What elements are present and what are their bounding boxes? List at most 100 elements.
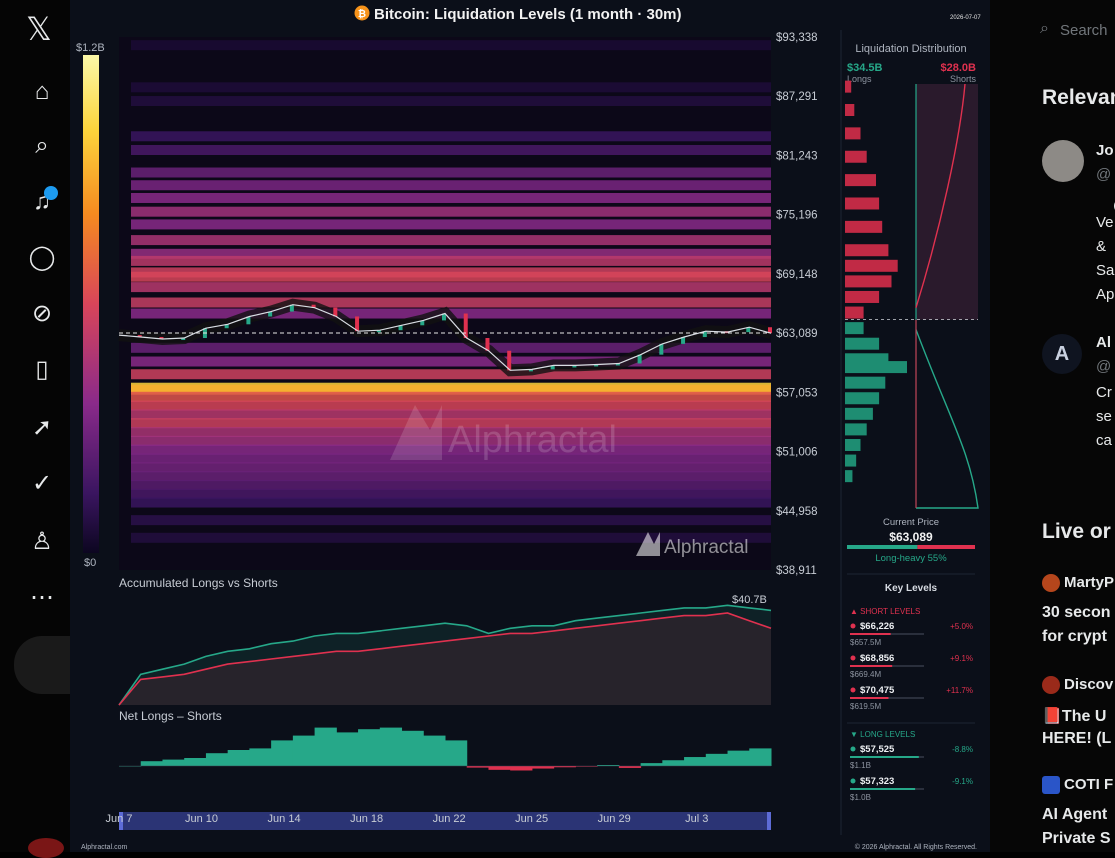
- live-avatar-icon[interactable]: [1042, 776, 1060, 794]
- profile-name[interactable]: Al: [1096, 334, 1111, 351]
- footer-right: © 2026 Alphractal. All Rights Reserved.: [855, 843, 977, 851]
- net-bar: [423, 735, 446, 766]
- search-icon[interactable]: ⌕: [1040, 20, 1049, 37]
- live-item-text[interactable]: HERE! (L: [1042, 730, 1112, 747]
- messages-icon[interactable]: ◯: [28, 244, 56, 271]
- live-heading: Live or: [1042, 520, 1111, 543]
- x-logo-icon[interactable]: 𝕏: [26, 10, 52, 48]
- shorts-total: $28.0B: [941, 62, 977, 74]
- y-tick-label: $81,243: [776, 150, 818, 162]
- y-tick-label: $44,958: [776, 506, 818, 518]
- liquidation-band: [131, 488, 771, 499]
- price-candle: [702, 331, 707, 338]
- net-bar: [401, 730, 424, 766]
- home-icon[interactable]: ⌂: [34, 78, 50, 105]
- more-icon[interactable]: ⋯: [30, 584, 54, 611]
- profile-bio-line: ca: [1096, 432, 1112, 449]
- price-candle: [768, 327, 772, 334]
- y-tick-label: $63,089: [776, 328, 818, 340]
- accumulated-line-shorts: [118, 612, 772, 706]
- live-item-text[interactable]: 30 secon: [1042, 604, 1111, 621]
- profile-bio-line: Sa: [1096, 262, 1115, 279]
- price-candle: [224, 324, 229, 329]
- search-input[interactable]: Search: [1060, 22, 1108, 39]
- profile-handle: @: [1096, 358, 1112, 375]
- longs-label: Longs: [847, 74, 872, 84]
- liquidation-band: [131, 282, 771, 293]
- profile-name[interactable]: Jo: [1096, 142, 1114, 159]
- price-candle: [355, 316, 360, 332]
- net-bar: [184, 758, 207, 766]
- liquidation-band: [131, 219, 771, 230]
- net-bar: [618, 766, 642, 768]
- range-slider-left-handle[interactable]: [119, 812, 123, 830]
- range-slider[interactable]: [119, 812, 771, 830]
- price-candle: [637, 354, 642, 364]
- net-bar: [510, 766, 533, 771]
- live-item-text[interactable]: 📕The U: [1042, 708, 1107, 725]
- short-profile-bar: [845, 80, 852, 93]
- liquidation-band: [131, 391, 771, 402]
- bias-bar-short: [917, 545, 975, 549]
- short-profile-bar: [845, 150, 867, 163]
- liquidation-band: [131, 82, 771, 93]
- long-level-amount: $1.1B: [850, 761, 871, 770]
- y-tick-label: $69,148: [776, 269, 818, 281]
- y-tick-label: $87,291: [776, 91, 818, 103]
- net-chart: [119, 727, 772, 771]
- grok-icon[interactable]: ⊘: [31, 300, 53, 327]
- live-item-name[interactable]: COTI F: [1064, 776, 1114, 793]
- liquidation-band: [131, 271, 771, 282]
- net-bar: [531, 766, 555, 769]
- long-level-amount: $1.0B: [850, 793, 871, 802]
- range-slider-right-handle[interactable]: [767, 812, 771, 830]
- price-candle: [137, 335, 142, 338]
- profile-handle: @: [1096, 166, 1112, 183]
- short-profile-bar: [845, 174, 876, 187]
- net-bar: [227, 750, 250, 766]
- x-tick-label: Jun 25: [515, 813, 548, 825]
- live-avatar-icon[interactable]: [1042, 676, 1060, 694]
- short-profile-bar: [845, 275, 892, 288]
- net-bar: [292, 735, 316, 766]
- short-level-amount: $619.5M: [850, 702, 881, 711]
- search-icon[interactable]: ⌕: [35, 132, 49, 159]
- live-avatar-icon[interactable]: [1042, 574, 1060, 592]
- y-tick-label: $93,338: [776, 32, 818, 44]
- long-profile-bar: [845, 392, 880, 405]
- rocket-icon[interactable]: ➚: [31, 414, 53, 441]
- live-item-name[interactable]: Discov: [1064, 676, 1114, 693]
- liquidation-band: [131, 180, 771, 191]
- liquidation-band: [131, 462, 771, 473]
- long-profile-bar: [845, 470, 853, 483]
- post-button[interactable]: [14, 636, 70, 694]
- live-item-text[interactable]: for crypt: [1042, 628, 1107, 645]
- profile-icon[interactable]: ♙: [31, 528, 53, 555]
- verified-icon[interactable]: ✓: [31, 470, 53, 497]
- watermark-center: Alphractal: [448, 419, 617, 461]
- liquidation-band: [131, 342, 771, 353]
- liquidation-band: [131, 384, 771, 395]
- profile-avatar[interactable]: [1042, 140, 1084, 182]
- liquidation-band: [131, 255, 771, 266]
- bookmarks-icon[interactable]: ▯: [35, 356, 49, 383]
- key-levels-title: Key Levels: [885, 583, 938, 594]
- liquidation-band: [131, 356, 771, 367]
- liquidation-band: [131, 435, 771, 446]
- live-item-text[interactable]: Private S: [1042, 830, 1111, 847]
- short-profile-bar: [845, 220, 883, 233]
- relevant-people-heading: Relevan: [1042, 86, 1115, 109]
- bitcoin-icon: [354, 5, 370, 21]
- liquidation-band: [131, 144, 771, 155]
- alphractal-avatar-icon[interactable]: A: [1042, 334, 1082, 374]
- liquidation-band: [131, 96, 771, 107]
- colorbar-min-label: $0: [84, 557, 96, 569]
- current-price-value: $63,089: [889, 530, 933, 544]
- short-profile-bar: [845, 306, 864, 319]
- live-item-name[interactable]: MartyP: [1064, 574, 1115, 591]
- net-bar: [358, 729, 381, 766]
- account-avatar[interactable]: [28, 838, 64, 858]
- notification-badge: [44, 186, 58, 200]
- live-item-text[interactable]: AI Agent: [1042, 806, 1108, 823]
- liquidation-band: [131, 369, 771, 380]
